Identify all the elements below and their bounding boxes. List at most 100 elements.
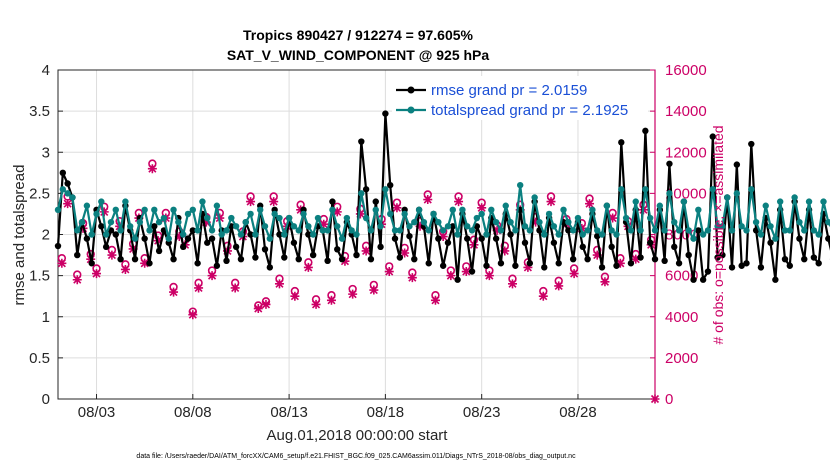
totalspread-point <box>127 223 134 230</box>
rmse-point <box>666 160 673 167</box>
totalspread-point <box>671 218 678 226</box>
obs-assimilated-marker <box>592 250 602 260</box>
rmse-point <box>439 262 447 269</box>
totalspread-point <box>141 206 148 214</box>
totalspread-point <box>396 227 404 234</box>
legend: rmse grand pr = 2.0159 totalspread grand… <box>392 76 648 120</box>
obs-assimilated-marker <box>311 299 321 309</box>
rmse-point <box>377 243 384 251</box>
totalspread-point <box>762 202 769 209</box>
rmse-point <box>661 257 668 265</box>
totalspread-point <box>387 210 394 218</box>
totalspread-point <box>276 214 283 222</box>
totalspread-point <box>565 218 572 226</box>
rmse-point <box>512 262 519 269</box>
totalspread-point <box>242 218 249 226</box>
obs-assimilated-marker <box>446 271 456 281</box>
totalspread-point <box>343 214 351 222</box>
rmse-point <box>704 268 712 275</box>
rmse-point <box>714 254 721 261</box>
rmse-point <box>675 260 683 267</box>
rmse-point <box>247 231 254 238</box>
totalspread-point <box>93 210 100 218</box>
obs-assimilated-marker <box>492 225 502 235</box>
totalspread-point <box>478 210 485 218</box>
totalspread-point <box>199 198 206 205</box>
totalspread-point <box>425 227 432 234</box>
obs-assimilated-marker <box>461 267 471 277</box>
obs-assimilated-marker <box>438 232 448 242</box>
totalspread-point <box>526 227 534 234</box>
totalspread-point <box>179 231 187 238</box>
y-tick-label: 1 <box>42 309 50 326</box>
y-tick-label: 3.5 <box>29 103 50 120</box>
x-tick-label: 08/03 <box>78 404 116 421</box>
totalspread-point <box>719 223 726 230</box>
totalspread-point <box>468 227 476 234</box>
totalspread-point <box>266 235 274 242</box>
obs-assimilated-marker <box>454 197 464 207</box>
y-right-tick-label: 2000 <box>665 350 698 367</box>
rmse-point <box>743 260 750 267</box>
totalspread-point <box>136 218 144 226</box>
rmse-point <box>406 232 413 240</box>
rmse-point <box>492 235 500 242</box>
totalspread-point <box>613 231 620 238</box>
totalspread-point <box>825 218 830 226</box>
obs-assimilated-marker <box>269 197 279 207</box>
rmse-point <box>266 264 274 271</box>
obs-assimilated-marker <box>201 217 211 227</box>
rmse-point <box>232 243 240 251</box>
totalspread-point <box>406 223 413 230</box>
rmse-point <box>550 239 558 246</box>
totalspread-point <box>516 181 524 189</box>
rmse-point <box>131 255 139 263</box>
obs-assimilated-marker <box>384 267 394 277</box>
totalspread-point <box>550 223 558 230</box>
y-right-tick-label: 12000 <box>665 144 707 161</box>
totalspread-point <box>695 206 702 214</box>
obs-assimilated-marker <box>423 195 433 205</box>
totalspread-point <box>656 202 664 209</box>
totalspread-point <box>261 223 269 230</box>
totalspread-point <box>59 186 67 193</box>
totalspread-point <box>473 214 481 222</box>
rmse-point <box>627 260 635 267</box>
obs-assimilated-marker <box>650 394 660 404</box>
rmse-point <box>695 227 702 234</box>
totalspread-point <box>208 227 216 234</box>
obs-assimilated-marker <box>631 254 641 264</box>
totalspread-point <box>560 206 567 214</box>
totalspread-point <box>151 206 158 214</box>
totalspread-point <box>146 227 153 234</box>
rmse-point <box>151 223 158 230</box>
x-tick-label: 08/08 <box>174 404 212 421</box>
rmse-point <box>594 232 601 240</box>
totalspread-point <box>160 214 168 222</box>
totalspread-point <box>805 198 813 205</box>
obs-assimilated-marker <box>407 273 417 283</box>
totalspread-point <box>685 227 692 234</box>
rmse-point <box>184 235 192 242</box>
totalspread-point <box>170 206 177 214</box>
totalspread-point <box>362 214 370 222</box>
rmse-point <box>728 264 736 271</box>
totalspread-point <box>483 231 490 238</box>
rmse-point <box>598 264 606 271</box>
obs-assimilated-marker <box>319 219 329 229</box>
obs-assimilated-marker <box>92 269 102 279</box>
totalspread-point <box>228 214 235 222</box>
obs-assimilated-marker <box>538 291 548 301</box>
totalspread-point <box>420 218 428 226</box>
totalspread-point <box>102 231 110 238</box>
totalspread-point <box>545 210 553 218</box>
obs-assimilated-marker <box>546 197 556 207</box>
rmse-point <box>671 243 678 251</box>
totalspread-point <box>714 223 721 230</box>
totalspread-point <box>738 223 745 230</box>
totalspread-point <box>300 210 307 218</box>
y-right-tick-label: 16000 <box>665 62 707 79</box>
totalspread-point <box>728 227 736 234</box>
obs-assimilated-marker <box>348 289 358 299</box>
rmse-point <box>362 186 370 193</box>
